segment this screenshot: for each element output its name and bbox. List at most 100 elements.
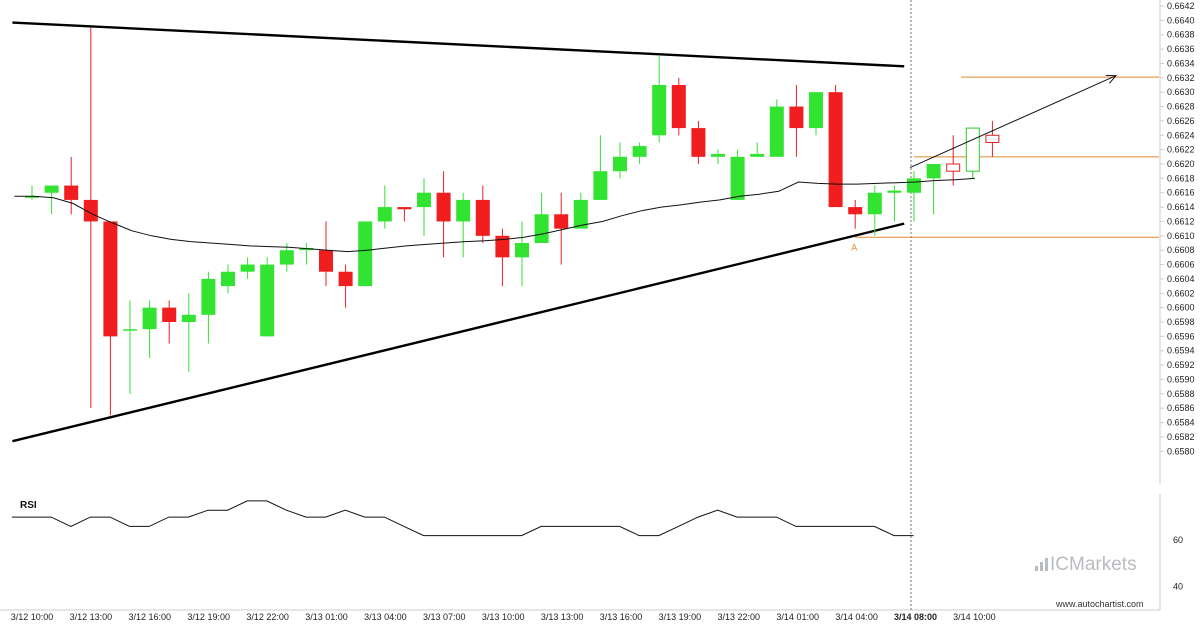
candle-body [319,250,333,272]
price-tick-label: 0.6626 [1167,116,1195,126]
candle-body [436,192,451,222]
candle-body [671,85,686,129]
time-tick-label: 3/13 19:00 [659,612,702,622]
candle-body [142,307,157,330]
brand-logo: ICMarkets [1035,554,1137,575]
candle-body [417,192,431,208]
pattern-levels: A [851,76,1159,253]
price-tick-label: 0.6584 [1167,418,1195,428]
rsi-panel: RSI 60 40 [12,500,1183,591]
moving-average [14,177,975,253]
time-tick-label: 3/13 01:00 [305,612,348,622]
candle-body [377,207,392,222]
point-label: A [851,243,857,253]
rsi-tick-label: 40 [1173,581,1183,591]
price-tick-label: 0.6630 [1167,87,1195,97]
price-tick-label: 0.6606 [1167,260,1195,270]
price-tick-label: 0.6624 [1167,130,1195,140]
price-tick-label: 0.6610 [1167,231,1195,241]
price-tick-label: 0.6628 [1167,102,1195,112]
candle-body [926,164,941,179]
time-tick-label: 3/13 16:00 [600,612,643,622]
forecast-arrow-line [909,75,1117,169]
price-tick-label: 0.6592 [1167,360,1195,370]
price-tick-label: 0.6620 [1167,159,1195,169]
time-axis: 3/12 10:00 3/12 13:00 3/12 16:00 3/12 19:00… [11,612,996,622]
price-tick-label: 0.6632 [1167,73,1195,83]
forecast-arrow [909,74,1117,169]
candle-body [240,264,255,272]
time-tick-label: 3/13 22:00 [718,612,761,622]
candle-body [613,156,627,172]
candle-body [730,156,745,200]
price-tick-label: 0.6622 [1167,145,1195,155]
candle-body [358,221,373,287]
candle-body [711,153,725,157]
rsi-line [12,500,914,537]
candle-body [691,128,706,157]
candle-body [809,92,823,129]
price-tick-label: 0.6638 [1167,30,1195,40]
candle-body [515,243,529,258]
price-tick-label: 0.6612 [1167,216,1195,226]
triangle-lower-line [12,222,905,443]
triangle-pattern [12,21,905,443]
candle-body [103,221,118,337]
time-tick-label: 3/13 04:00 [364,612,407,622]
price-tick-label: 0.6604 [1167,274,1195,284]
time-tick-label: 3/12 22:00 [246,612,289,622]
candle-body [632,146,647,157]
candle-body [162,307,177,322]
candle-body [750,153,765,157]
price-tick-label: 0.6598 [1167,317,1195,327]
price-tick-label: 0.6594 [1167,346,1195,356]
candle-body [554,214,569,229]
website-label: www.autochartist.com [1055,599,1144,609]
time-tick-label: 3/12 16:00 [129,612,172,622]
candle-body [279,250,294,265]
price-tick-label: 0.6608 [1167,245,1195,255]
candle-body [573,199,588,229]
rsi-title: RSI [20,500,37,511]
moving-average-line [14,177,975,253]
candle-body [769,106,784,157]
candle-body [181,314,196,322]
candle-body [965,127,980,172]
price-tick-label: 0.6640 [1167,15,1195,25]
candle-body [789,106,804,129]
price-panel [0,0,1161,611]
price-tick-label: 0.6634 [1167,58,1195,68]
candle-body [652,85,667,136]
candle-body [985,134,1000,143]
candle-body [534,214,549,243]
candle-body [83,199,98,222]
candle-body [25,196,39,198]
time-tick-label: 3/14 08:00 [894,612,937,622]
candle-body [201,278,216,315]
candle-body [495,235,510,258]
price-tick-label: 0.6636 [1167,44,1195,54]
rsi-tick-label: 60 [1173,535,1183,545]
time-tick-label: 3/14 01:00 [776,612,819,622]
price-tick-label: 0.6590 [1167,374,1195,384]
price-tick-label: 0.6600 [1167,303,1195,313]
candle-body [221,271,235,287]
candlesticks [25,27,1000,416]
triangle-upper-line [12,21,905,68]
candle-body [123,329,137,331]
price-tick-label: 0.6586 [1167,403,1195,413]
candle-body [593,171,608,200]
candle-body [397,207,412,210]
price-tick-label: 0.6618 [1167,173,1195,183]
price-tick-label: 0.6616 [1167,188,1195,198]
brand-name: ICMarkets [1050,554,1137,575]
candle-body [828,92,843,208]
time-tick-label: 3/12 13:00 [70,612,113,622]
price-tick-label: 0.6588 [1167,389,1195,399]
price-tick-label: 0.6602 [1167,288,1195,298]
candle-body [456,199,471,222]
time-tick-label: 3/13 10:00 [482,612,525,622]
candle-body [887,190,902,193]
candle-body [299,248,314,251]
